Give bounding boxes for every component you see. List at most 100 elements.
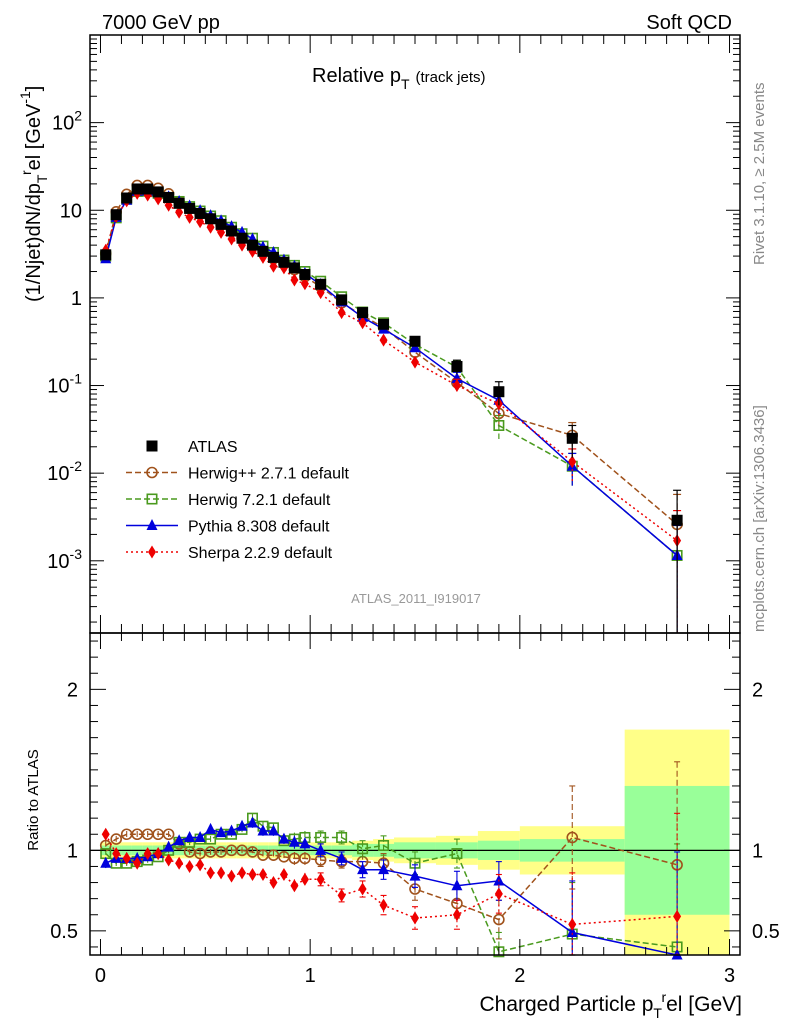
ratio-y-tick-label-right: 1 [752,840,763,862]
rivet-version-text: Rivet 3.1.10, ≥ 2.5M events [751,83,768,266]
data-point [194,207,206,219]
data-point [315,278,327,290]
data-point [215,218,227,230]
x-tick-label: 0 [95,965,106,987]
x-tick-label: 1 [305,965,316,987]
ratio-point [493,913,505,926]
ratio-point [357,863,369,875]
legend-entry-sherpa: Sherpa 2.2.9 default [126,545,333,562]
ratio-point [110,833,123,845]
ratio-y-tick-label: 1 [67,840,78,862]
ratio-point [357,843,369,855]
data-point [288,262,300,274]
main-y-axis-label: (1/Njet)dN/dpTrel [GeV-1] [17,86,50,302]
ratio-axis-ticks: 0.5 0.5 1 1 2 2 0 1 2 3 [50,633,780,987]
ratio-point [494,887,503,901]
y-tick-label: 1 [71,288,82,310]
data-point [671,514,683,526]
data-point [142,183,154,195]
ratio-point [379,898,388,912]
legend-entry-herwig7: Herwig 7.2.1 default [126,492,331,509]
legend: ATLAS Herwig++ 2.7.1 default Herwig 7.2.1 … [126,439,350,562]
ratio-point [185,859,194,873]
chart-title: Relative pT (track jets) [312,65,486,92]
ratio-point [257,824,269,836]
ratio-point [288,835,300,847]
legend-marker [146,519,158,530]
ratio-point [122,851,131,865]
ratio-point [315,843,327,855]
ratio-point [162,828,175,841]
data-point [568,455,577,469]
ratio-point [451,848,463,860]
data-point [451,372,463,384]
ratio-point [452,908,461,922]
ratio-point [378,863,390,875]
legend-entry-pythia: Pythia 8.308 default [126,519,330,536]
ratio-point [673,909,682,923]
ratio-point [217,866,226,880]
category-label: Soft QCD [646,12,732,34]
data-point [258,250,267,264]
data-point [566,432,578,444]
ratio-series-sherpa [101,812,682,956]
ratio-point [336,851,348,863]
ratio-point [196,858,205,872]
ratio-point [337,888,346,902]
ratio-point [299,852,311,865]
data-point [226,225,238,237]
ratio-point [173,834,185,846]
data-point [452,379,461,393]
legend-entry-herwigpp: Herwig++ 2.7.1 default [126,466,350,483]
ratio-point [378,840,390,852]
ratio-point [246,846,259,858]
ratio-point [194,830,206,842]
ratio-point [101,827,110,841]
legend-label: Sherpa 2.2.9 default [188,545,333,562]
y-tick-label: 10-1 [47,371,82,398]
legend-label: Herwig++ 2.7.1 default [188,466,350,483]
ratio-point [226,824,238,836]
legend-marker [148,545,156,559]
y-tick-label: 10-2 [47,458,82,485]
data-point [205,213,217,225]
data-point [409,335,421,347]
data-point [163,191,175,203]
y-tick-label: 10 [60,200,82,222]
ratio-point [258,868,267,881]
series-line-sherpa [104,192,678,542]
ratio-point [451,879,463,891]
ratio-y-tick-label-right: 2 [752,679,763,701]
ratio-point [215,826,227,838]
main-frame [89,34,741,634]
ratio-point [409,869,421,881]
ratio-point [206,866,215,880]
data-point [299,268,311,280]
ratio-point [236,819,248,831]
data-point [357,307,369,319]
ratio-point [358,882,367,896]
ratio-y-axis-label: Ratio to ATLAS [25,749,42,850]
ratio-point [299,837,311,849]
data-point [493,386,505,398]
x-tick-label: 2 [514,965,525,987]
ratio-point [184,830,196,842]
data-point [267,251,279,263]
data-point [378,318,390,330]
series-herwigpp [99,179,683,633]
data-point [300,277,309,291]
legend-marker [146,466,158,479]
ratio-point [247,816,258,828]
ratio-point [336,831,348,843]
ratio-y-tick-label: 2 [67,679,78,701]
data-point [257,245,269,257]
data-point [247,239,258,251]
legend-entry-atlas: ATLAS [146,439,238,456]
data-point [358,316,367,330]
data-point [100,249,112,261]
data-point [110,209,122,221]
ratio-point [267,824,279,836]
y-tick-label: 10-3 [47,546,82,573]
ratio-point [300,872,309,886]
